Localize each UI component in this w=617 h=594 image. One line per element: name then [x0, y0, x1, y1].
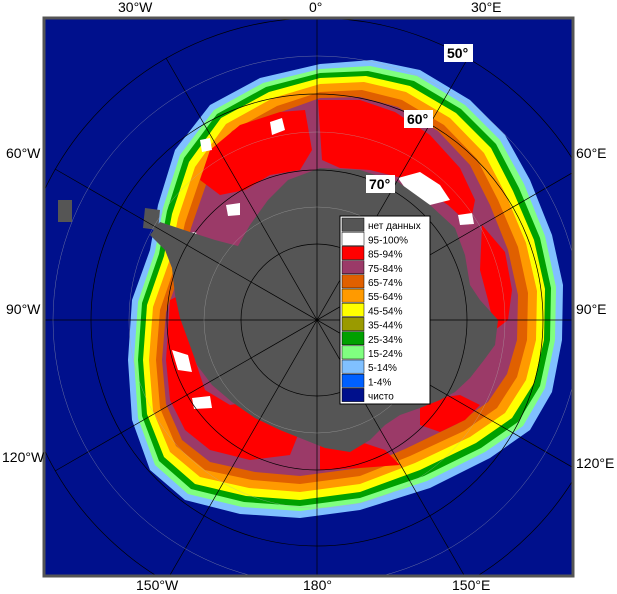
lat-label-50: 50° — [447, 45, 468, 61]
legend-label: 75-84% — [368, 264, 403, 275]
lon-label-120e: 120°E — [576, 455, 614, 471]
legend: нет данных 95-100% 85-94% 75-84% 65-74% 55-64… — [339, 215, 431, 405]
lat-label-60: 60° — [407, 111, 428, 127]
lat-label-70: 70° — [369, 176, 390, 192]
lon-label-150w: 150°W — [136, 577, 179, 593]
lat-label-50-box — [444, 44, 473, 62]
legend-swatch — [341, 274, 365, 289]
legend-swatch — [341, 345, 365, 360]
legend-label: 45-54% — [368, 306, 403, 317]
legend-label: 85-94% — [368, 250, 403, 261]
legend-label: чисто — [368, 392, 394, 403]
legend-label: 15-24% — [368, 349, 403, 360]
lon-label-120w: 120°W — [2, 449, 45, 465]
legend-swatch — [341, 373, 365, 388]
lon-label-180: 180° — [303, 577, 332, 593]
legend-label: 65-74% — [368, 278, 403, 289]
lon-label-0: 0° — [309, 0, 322, 15]
lon-label-30w: 30°W — [118, 0, 153, 15]
legend-label: 35-44% — [368, 321, 403, 332]
no-data-speck — [143, 208, 160, 230]
legend-swatch — [341, 359, 365, 374]
lon-label-90w: 90°W — [6, 301, 41, 317]
legend-swatch — [341, 246, 365, 260]
legend-swatch — [341, 388, 365, 402]
legend-swatch — [341, 288, 365, 303]
lon-label-90e: 90°E — [576, 301, 607, 317]
no-data-speck — [58, 200, 72, 222]
lon-label-30e: 30°E — [471, 0, 502, 15]
legend-swatch — [341, 260, 365, 275]
legend-swatch — [341, 317, 365, 331]
legend-swatch — [341, 331, 365, 346]
map-frame — [42, 16, 575, 578]
legend-label: нет данных — [368, 221, 421, 232]
lon-label-60e: 60°E — [576, 145, 607, 161]
legend-label: 5-14% — [368, 363, 397, 374]
graticule — [44, 18, 573, 576]
legend-swatch — [341, 302, 365, 317]
lon-label-60w: 60°W — [6, 145, 41, 161]
legend-label: 55-64% — [368, 292, 403, 303]
lat-label-70-box — [366, 175, 395, 193]
legend-swatch — [341, 231, 365, 246]
legend-swatch — [341, 217, 365, 232]
lat-label-60-box — [404, 110, 433, 128]
legend-label: 1-4% — [368, 377, 391, 388]
legend-label: 25-34% — [368, 335, 403, 346]
legend-label: 95-100% — [368, 235, 408, 246]
lon-label-150e: 150°E — [452, 577, 490, 593]
